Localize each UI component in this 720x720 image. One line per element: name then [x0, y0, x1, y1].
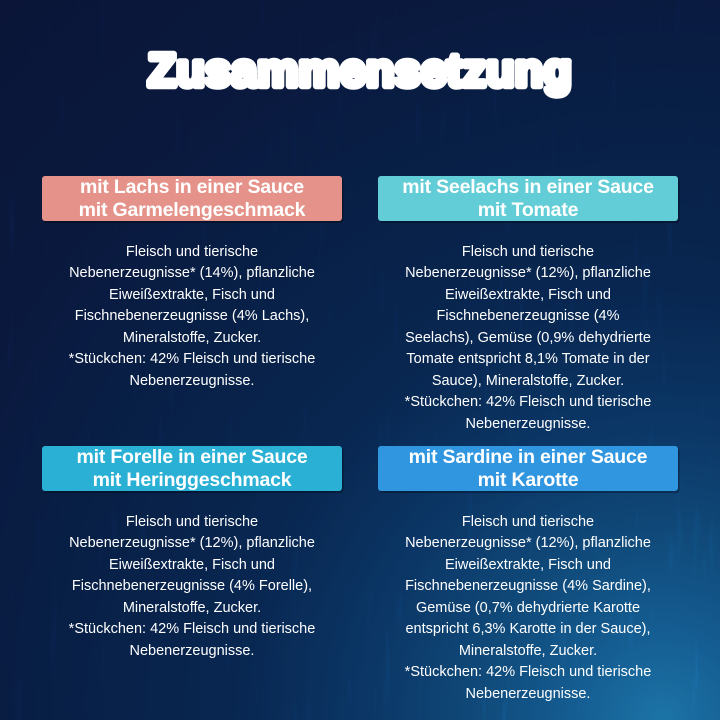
svg-text:Zusammensetzung: Zusammensetzung	[148, 44, 572, 96]
